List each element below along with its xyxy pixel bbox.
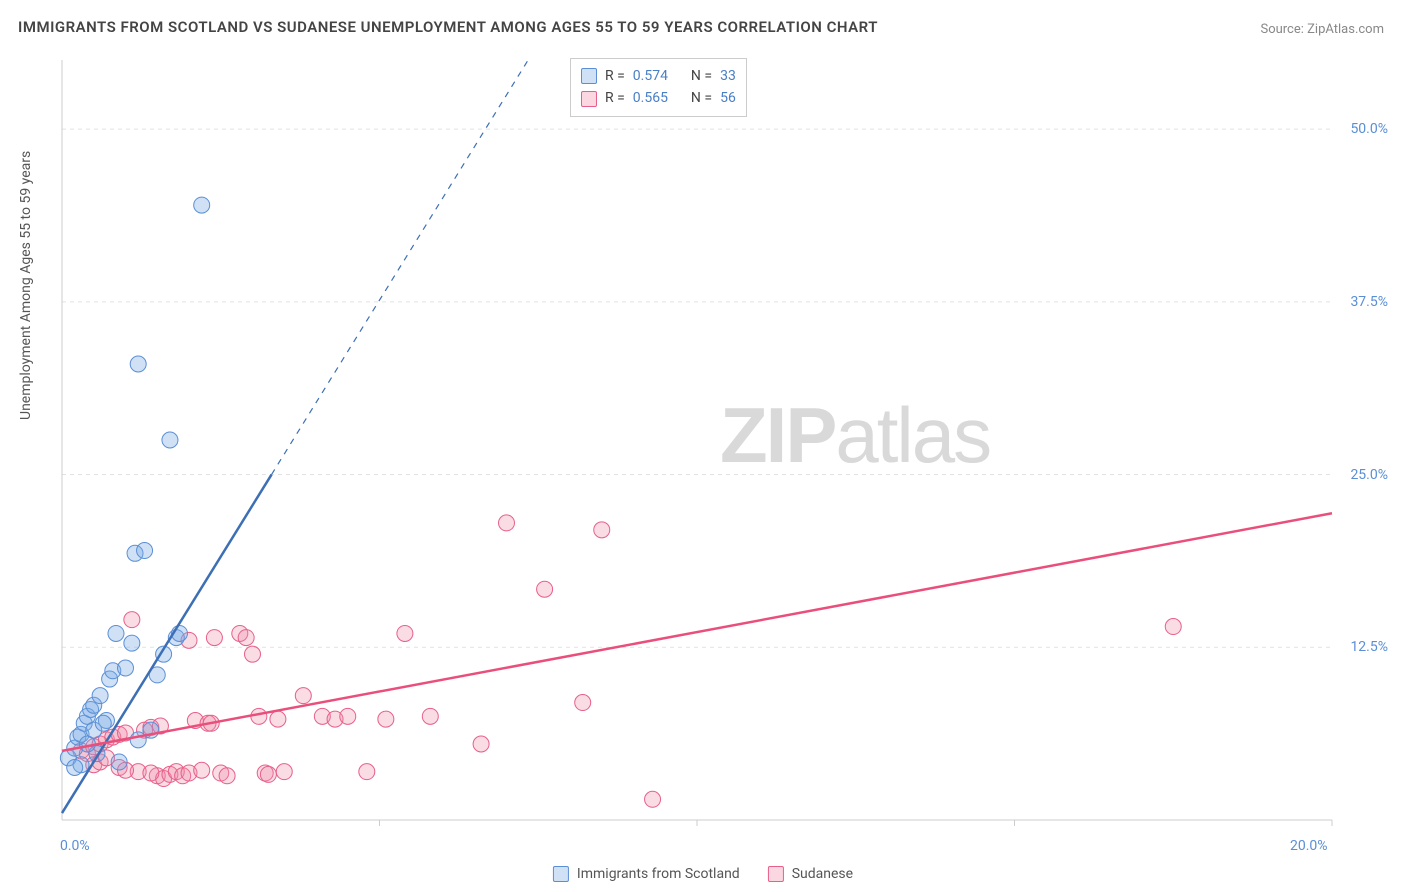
swatch-blue-icon: [553, 866, 569, 882]
y-tick-label: 50.0%: [1350, 121, 1388, 137]
n-label: N =: [691, 87, 712, 109]
source-attribution: Source: ZipAtlas.com: [1260, 22, 1384, 37]
correlation-row-2: R = 0.565 N = 56: [581, 87, 736, 109]
swatch-blue-icon: [581, 68, 597, 84]
y-tick-label: 25.0%: [1350, 467, 1388, 483]
n-value-2: 56: [720, 87, 736, 109]
legend-item-2: Sudanese: [768, 866, 853, 882]
swatch-pink-icon: [768, 866, 784, 882]
chart-title: IMMIGRANTS FROM SCOTLAND VS SUDANESE UNE…: [18, 18, 878, 36]
r-label: R =: [605, 65, 625, 87]
y-axis-label: Unemployment Among Ages 55 to 59 years: [18, 151, 34, 420]
bottom-legend: Immigrants from Scotland Sudanese: [553, 866, 853, 882]
x-tick-label: 20.0%: [1290, 838, 1328, 854]
x-tick-label: 0.0%: [60, 838, 90, 854]
swatch-pink-icon: [581, 91, 597, 107]
n-value-1: 33: [720, 65, 736, 87]
legend-label-2: Sudanese: [792, 866, 853, 882]
n-label: N =: [691, 65, 712, 87]
r-value-1: 0.574: [633, 65, 668, 87]
legend-label-1: Immigrants from Scotland: [577, 866, 740, 882]
legend-item-1: Immigrants from Scotland: [553, 866, 740, 882]
scatter-chart-svg: [52, 50, 1352, 840]
correlation-row-1: R = 0.574 N = 33: [581, 65, 736, 87]
chart-area: [52, 50, 1352, 840]
correlation-legend: R = 0.574 N = 33 R = 0.565 N = 56: [570, 58, 747, 117]
r-label: R =: [605, 87, 625, 109]
r-value-2: 0.565: [633, 87, 668, 109]
y-tick-label: 37.5%: [1350, 294, 1388, 310]
y-tick-label: 12.5%: [1350, 639, 1388, 655]
